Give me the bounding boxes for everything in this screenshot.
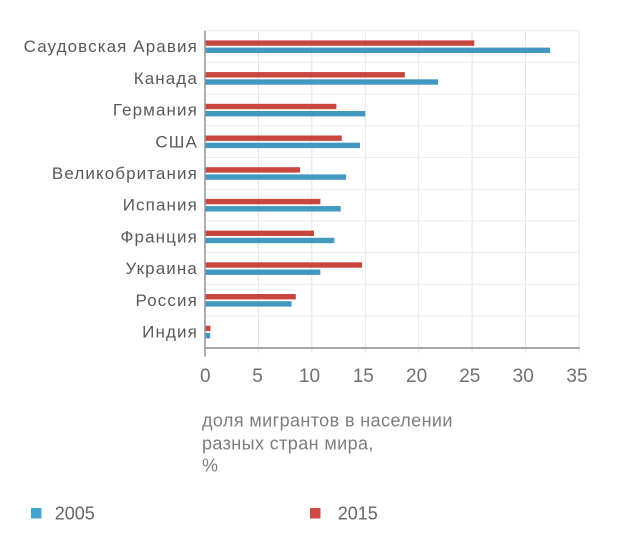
svg-text:20: 20 xyxy=(406,366,427,387)
svg-text:5: 5 xyxy=(252,366,263,387)
svg-text:30: 30 xyxy=(513,366,534,387)
svg-text:35: 35 xyxy=(566,366,587,387)
svg-text:разных стран мира,: разных стран мира, xyxy=(202,433,374,453)
svg-text:Украина: Украина xyxy=(125,259,197,278)
svg-text:Индия: Индия xyxy=(142,323,198,342)
svg-text:Германия: Германия xyxy=(113,101,198,120)
svg-text:Канада: Канада xyxy=(134,69,198,88)
svg-text:10: 10 xyxy=(299,366,320,387)
svg-text:Россия: Россия xyxy=(136,291,198,310)
svg-text:2005: 2005 xyxy=(55,504,95,524)
svg-text:Испания: Испания xyxy=(123,196,198,215)
svg-text:Великобритания: Великобритания xyxy=(52,164,198,183)
svg-text:15: 15 xyxy=(353,366,374,387)
svg-text:2015: 2015 xyxy=(338,504,378,524)
svg-text:%: % xyxy=(202,455,218,475)
svg-text:доля мигрантов в населении: доля мигрантов в населении xyxy=(202,411,453,431)
svg-text:Франция: Франция xyxy=(121,227,198,246)
svg-text:0: 0 xyxy=(200,366,211,387)
svg-text:Саудовская Аравия: Саудовская Аравия xyxy=(24,37,198,56)
svg-text:25: 25 xyxy=(459,366,480,387)
svg-text:США: США xyxy=(155,132,198,151)
